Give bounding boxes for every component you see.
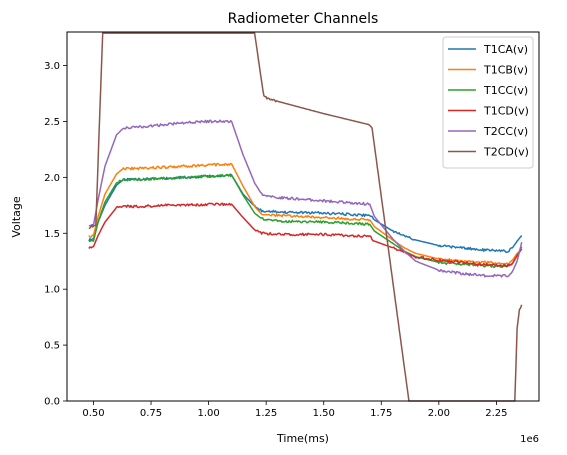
y-tick-label: 2.0 bbox=[44, 173, 60, 184]
legend-entry: T1CB(v) bbox=[483, 64, 528, 77]
y-tick-label: 3.0 bbox=[44, 61, 60, 72]
x-tick-label: 1.75 bbox=[370, 408, 392, 419]
legend-entry: T2CC(v) bbox=[483, 125, 528, 138]
y-tick-label: 1.0 bbox=[44, 285, 60, 296]
legend-entry: T1CC(v) bbox=[483, 84, 528, 97]
series-line bbox=[88, 162, 523, 266]
chart-title: Radiometer Channels bbox=[228, 11, 379, 27]
y-tick-label: 0.0 bbox=[44, 397, 60, 408]
x-axis-multiplier: 1e6 bbox=[520, 434, 539, 445]
y-tick-label: 2.5 bbox=[44, 117, 60, 128]
legend-entry: T1CD(v) bbox=[483, 105, 529, 118]
y-tick-label: 1.5 bbox=[44, 229, 60, 240]
legend-entry: T1CA(v) bbox=[483, 43, 528, 56]
y-axis-ticks: 0.0 0.5 1.0 1.5 2.0 2.5 3.0 bbox=[44, 61, 67, 408]
series-line bbox=[88, 202, 523, 268]
y-tick-label: 0.5 bbox=[44, 341, 60, 352]
x-tick-label: 0.75 bbox=[140, 408, 162, 419]
x-tick-label: 0.50 bbox=[82, 408, 104, 419]
x-tick-label: 2.00 bbox=[428, 408, 450, 419]
x-tick-label: 1.50 bbox=[313, 408, 335, 419]
series-line bbox=[88, 119, 523, 278]
x-axis-label: Time(ms) bbox=[276, 432, 329, 445]
legend: T1CA(v) T1CB(v) T1CC(v) T1CD(v) T2CC(v) T2CD(… bbox=[442, 36, 534, 169]
plot-frame bbox=[66, 31, 540, 402]
x-tick-label: 1.25 bbox=[255, 408, 277, 419]
x-axis-ticks: 0.50 0.75 1.00 1.25 1.50 1.75 2.00 2.25 bbox=[82, 401, 508, 419]
x-tick-label: 2.25 bbox=[485, 408, 507, 419]
x-tick-label: 1.00 bbox=[197, 408, 219, 419]
y-axis-label: Voltage bbox=[10, 196, 23, 237]
legend-entry: T2CD(v) bbox=[483, 146, 529, 159]
